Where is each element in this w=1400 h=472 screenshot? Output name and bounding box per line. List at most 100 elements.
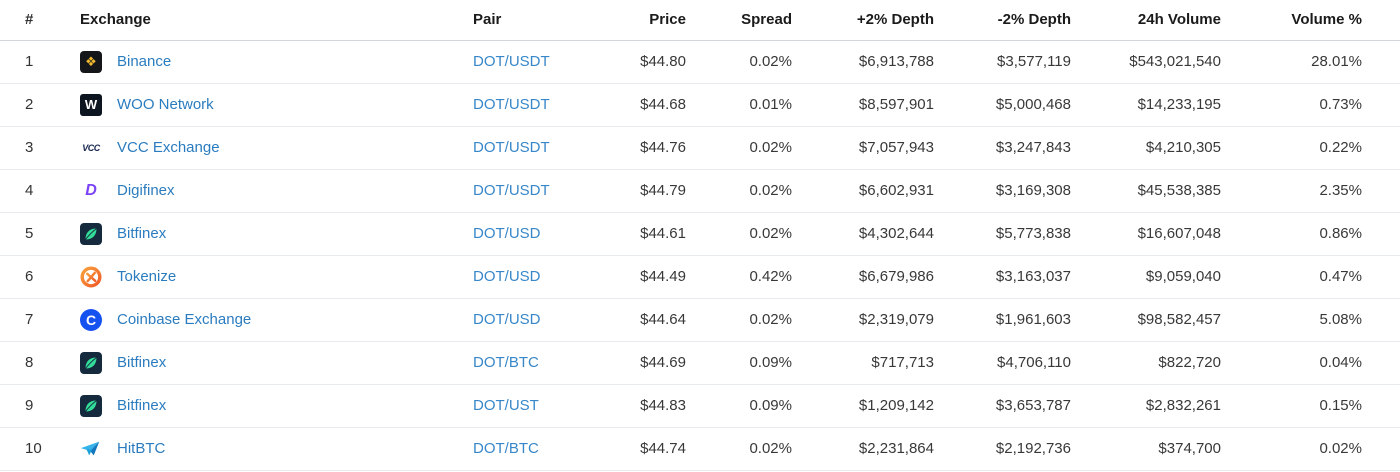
table-header-row: # Exchange Pair Price Spread +2% Depth -… (0, 0, 1400, 41)
plus-depth-cell: $6,913,788 (858, 53, 934, 70)
price-cell: $44.79 (602, 168, 687, 212)
rank-cell: 9 (0, 383, 53, 427)
rank-cell: 8 (0, 340, 53, 384)
column-header-exchange[interactable]: Exchange (53, 0, 472, 41)
column-header-pair[interactable]: Pair (472, 0, 602, 41)
exchange-name: Digifinex (117, 182, 175, 199)
rank-cell: 10 (0, 426, 53, 470)
minus-depth-cell: $3,653,787 (935, 383, 1072, 427)
table-row: 8 Bitfinex DOT/BTC $44.69 0.09% $717,713… (0, 340, 1400, 384)
exchange-link[interactable]: Bitfinex (80, 394, 471, 417)
exchange-name: Coinbase Exchange (117, 311, 252, 328)
spread-cell: 0.02% (687, 426, 793, 470)
volume-24h-cell: $45,538,385 (1072, 168, 1222, 212)
volume-24h-cell: $98,582,457 (1072, 297, 1222, 341)
pair-link[interactable]: DOT/USDT (473, 139, 550, 156)
rank-cell: 2 (0, 82, 53, 126)
spread-cell: 0.02% (687, 211, 793, 255)
volume-pct-cell: 5.08% (1222, 297, 1400, 341)
pair-link[interactable]: DOT/BTC (473, 440, 539, 457)
table-row: 4 D Digifinex DOT/USDT $44.79 0.02% $6,6… (0, 168, 1400, 212)
price-cell: $44.74 (602, 426, 687, 470)
tokenize-logo-icon (80, 265, 102, 288)
volume-24h-cell: $14,233,195 (1072, 82, 1222, 126)
spread-cell: 0.09% (687, 340, 793, 384)
volume-pct-cell: 0.02% (1222, 426, 1400, 470)
bitfinex-leaf-logo-icon (80, 222, 102, 245)
coinbase-logo-icon: C (80, 308, 102, 331)
exchange-link[interactable]: D Digifinex (80, 180, 471, 202)
column-header-minus-depth[interactable]: -2% Depth (935, 0, 1072, 41)
pair-link[interactable]: DOT/BTC (473, 354, 539, 371)
plus-depth-cell: $6,679,986 (793, 254, 935, 298)
vcc-exchange-logo-icon: VCC (80, 136, 102, 159)
minus-depth-cell: $5,000,468 (935, 82, 1072, 126)
table-row: 9 Bitfinex DOT/UST $44.83 0.09% $1,209,1… (0, 383, 1400, 427)
rank-cell: 3 (0, 125, 53, 169)
exchange-link[interactable]: ❖ Binance (80, 50, 471, 73)
price-cell: $44.69 (602, 340, 687, 384)
plus-depth-cell: $7,057,943 (793, 125, 935, 169)
volume-24h-cell: $16,607,048 (1072, 211, 1222, 255)
plus-depth-cell: $1,209,142 (793, 383, 935, 427)
minus-depth-cell: $2,192,736 (935, 426, 1072, 470)
pair-link[interactable]: DOT/UST (473, 397, 539, 414)
exchange-link[interactable]: Bitfinex (80, 222, 471, 245)
exchange-link[interactable]: C Coinbase Exchange (80, 308, 471, 331)
column-header-volume-pct[interactable]: Volume % (1222, 0, 1400, 41)
price-cell: $44.83 (602, 383, 687, 427)
volume-24h-cell: $822,720 (1072, 340, 1222, 384)
plus-depth-cell: $2,319,079 (793, 297, 935, 341)
column-header-spread[interactable]: Spread (687, 0, 793, 41)
exchange-link[interactable]: VCC VCC Exchange (80, 136, 471, 159)
exchange-link[interactable]: HitBTC (80, 438, 471, 460)
exchange-name: Bitfinex (117, 225, 167, 242)
pair-link[interactable]: DOT/USD (473, 311, 541, 328)
spread-cell: 0.01% (687, 82, 793, 126)
volume-pct-cell: 28.01% (1311, 53, 1362, 70)
volume-pct-cell: 0.15% (1222, 383, 1400, 427)
exchange-link[interactable]: Bitfinex (80, 351, 471, 374)
binance-logo-icon: ❖ (80, 50, 102, 73)
spread-cell: 0.02% (687, 125, 793, 169)
pair-link[interactable]: DOT/USD (473, 225, 541, 242)
pair-link[interactable]: DOT/USDT (473, 96, 550, 113)
rank-cell: 7 (0, 297, 53, 341)
table-row: 5 Bitfinex DOT/USD $44.61 0.02% $4,302,6… (0, 211, 1400, 255)
plus-depth-cell: $6,602,931 (793, 168, 935, 212)
pair-link[interactable]: DOT/USD (473, 268, 541, 285)
rank-cell: 5 (0, 211, 53, 255)
volume-24h-cell: $374,700 (1072, 426, 1222, 470)
rank-cell: 1 (25, 53, 34, 70)
column-header-rank[interactable]: # (0, 0, 53, 41)
woo-network-logo-icon: W (80, 93, 102, 116)
table-row: 2 W WOO Network DOT/USDT $44.68 0.01% $8… (0, 82, 1400, 126)
minus-depth-cell: $4,706,110 (935, 340, 1072, 384)
column-header-volume-24h[interactable]: 24h Volume (1072, 0, 1222, 41)
minus-depth-cell: $3,247,843 (935, 125, 1072, 169)
volume-pct-cell: 2.35% (1222, 168, 1400, 212)
minus-depth-cell: $5,773,838 (935, 211, 1072, 255)
plus-depth-cell: $2,231,864 (793, 426, 935, 470)
pair-link[interactable]: DOT/USDT (473, 53, 550, 70)
plus-depth-cell: $8,597,901 (793, 82, 935, 126)
price-cell: $44.68 (602, 82, 687, 126)
minus-depth-cell: $3,577,119 (997, 53, 1071, 70)
column-header-price[interactable]: Price (602, 0, 687, 41)
exchange-link[interactable]: Tokenize (80, 265, 471, 288)
volume-pct-cell: 0.47% (1222, 254, 1400, 298)
exchange-link[interactable]: W WOO Network (80, 93, 471, 116)
digifinex-logo-icon: D (85, 181, 97, 199)
pair-link[interactable]: DOT/USDT (473, 182, 550, 199)
volume-24h-cell: $4,210,305 (1072, 125, 1222, 169)
volume-pct-cell: 0.04% (1222, 340, 1400, 384)
column-header-plus-depth[interactable]: +2% Depth (793, 0, 935, 41)
exchange-name: VCC Exchange (117, 139, 220, 156)
table-row: 6 Tokenize DOT/USD $44.49 0.42% $6,679,9… (0, 254, 1400, 298)
minus-depth-cell: $1,961,603 (935, 297, 1072, 341)
bitfinex-leaf-logo-icon (80, 394, 102, 417)
price-cell: $44.61 (602, 211, 687, 255)
rank-cell: 4 (0, 168, 53, 212)
table-row: 1 ❖ Binance DOT/USDT $44.80 0.02% $6,913… (0, 40, 1400, 83)
